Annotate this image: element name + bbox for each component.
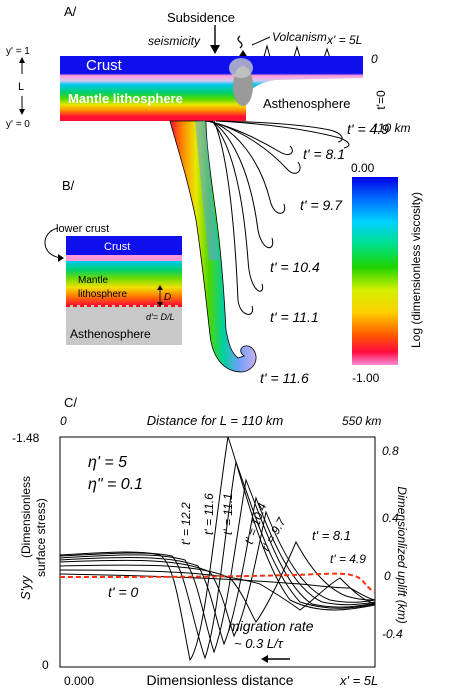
- y-top-label: y' = 1: [6, 46, 30, 57]
- c-curve-label-0: t' = 12.2: [179, 502, 193, 545]
- c-eta2: η" = 0.1: [88, 476, 143, 493]
- asthenosphere-fill: [246, 100, 363, 121]
- t-label-6: t' = 11.6: [260, 370, 309, 386]
- c-top-title: Distance for L = 110 km: [147, 413, 284, 428]
- mantle-lithosphere-label: Mantle lithosphere: [68, 91, 183, 106]
- x-end-label: x' = 5L: [326, 33, 362, 47]
- c-migration-1: migration rate: [228, 618, 314, 634]
- panel-c: C/ 0 Distance for L = 110 km 550 km -1.4…: [12, 395, 409, 688]
- seismicity-glyph: [237, 35, 243, 49]
- panel-c-label: C/: [64, 395, 77, 410]
- c-ylabel-right: Dimensionlized uplift (km): [395, 486, 409, 623]
- colorbar-axis-label: Log (dimensionless viscosity): [409, 192, 423, 348]
- b-D-arrowhead-down: [157, 302, 163, 307]
- volcanism-label: Volcanism: [272, 30, 327, 44]
- y-bottom-label: y' = 0: [6, 119, 30, 130]
- c-x-right: x' = 5L: [339, 673, 378, 688]
- panel-a-label: A/: [64, 4, 77, 19]
- t-label-2: t' = 8.1: [303, 146, 345, 162]
- subsidence-blob: [229, 58, 253, 78]
- c-top-left-label: 0: [60, 414, 67, 428]
- c-curve-label-6: t' = 4.9: [330, 552, 366, 566]
- colorbar-bottom-label: -1.00: [352, 371, 380, 385]
- seismicity-label: seismicity: [148, 34, 201, 48]
- zero-label: 0: [371, 52, 378, 66]
- c-t0-curve: [59, 572, 376, 593]
- c-curve-label-1: t' = 11.6: [202, 493, 216, 535]
- drip-outlines: [205, 120, 350, 315]
- crust-label: Crust: [86, 57, 123, 74]
- b-mantle-label-2: lithosphere: [78, 289, 127, 300]
- c-right-tick-0: 0.8: [382, 444, 399, 458]
- b-lower-crust: [66, 255, 182, 261]
- b-D-arrowhead-up: [157, 285, 163, 290]
- depth-label: 110 km: [372, 121, 410, 135]
- c-migration-arrowhead: [261, 655, 268, 663]
- slab-core: [195, 120, 219, 261]
- c-x-left: 0.000: [64, 674, 94, 688]
- t0-label: t'=0: [374, 90, 388, 110]
- volcanism-pointer: [251, 36, 271, 46]
- c-ylabel-left-1: S'yy: [18, 574, 33, 600]
- b-mantle-label-1: Mantle: [78, 275, 108, 286]
- colorbar: 0.00 -1.00 Log (dimensionless viscosity): [351, 161, 423, 385]
- t-label-1: t' = 4.9: [347, 121, 389, 137]
- t-label-4: t' = 10.4: [270, 259, 320, 275]
- colorbar-gradient: [352, 177, 398, 365]
- lower-crust-pointer: [44, 227, 63, 259]
- c-left-bottom-tick: 0: [42, 658, 49, 672]
- t-label-3: t' = 9.7: [300, 197, 343, 213]
- c-left-top-tick: -1.48: [12, 431, 40, 445]
- c-ylabel-left-3: surface stress): [34, 498, 48, 577]
- c-curve-label-5: t' = 8.1: [312, 528, 351, 543]
- lower-crust-arrowhead: [58, 254, 64, 262]
- c-ylabel-left-2: (Dimensionless: [19, 476, 33, 558]
- b-crust-label: Crust: [104, 241, 130, 253]
- c-curve-label-2: t' = 11.1: [221, 493, 235, 535]
- c-right-tick-3: -0.4: [382, 627, 403, 641]
- b-asthenosphere: [66, 305, 182, 345]
- subsidence-arrowhead: [210, 45, 220, 54]
- colorbar-top-label: 0.00: [351, 161, 375, 175]
- b-d-prime-label: d'= D/L: [146, 312, 175, 322]
- subsidence-label: Subsidence: [167, 10, 235, 25]
- c-plot-frame: [59, 436, 376, 668]
- panel-b-label: B/: [62, 178, 75, 193]
- b-asthenosphere-label: Asthenosphere: [70, 327, 151, 341]
- b-crust: [66, 236, 182, 255]
- b-mantle: [66, 261, 182, 305]
- c-t0-label: t' = 0: [108, 584, 139, 600]
- c-right-tick-1: 0.4: [382, 511, 399, 525]
- c-curves: [59, 436, 376, 662]
- c-top-right-label: 550 km: [342, 414, 381, 428]
- y-down-arrowhead: [19, 109, 25, 115]
- L-label: L: [18, 81, 24, 93]
- asthenosphere-label: Asthenosphere: [263, 96, 350, 111]
- c-xlabel: Dimensionless distance: [146, 672, 293, 688]
- b-D-label: D: [164, 292, 171, 303]
- lower-crust-label: lower crust: [56, 223, 109, 235]
- t-label-5: t' = 11.1: [270, 309, 319, 325]
- panel-b: B/ lower crust Crust Mantle lithosphere …: [44, 178, 182, 345]
- c-right-tick-2: 0: [384, 569, 391, 583]
- panel-a: A/ Subsidence seismicity Volcanism x' = …: [6, 4, 410, 386]
- y-up-arrowhead: [19, 57, 25, 63]
- c-migration-2: ~ 0.3 L/τ: [234, 636, 284, 651]
- c-eta1: η' = 5: [88, 454, 127, 471]
